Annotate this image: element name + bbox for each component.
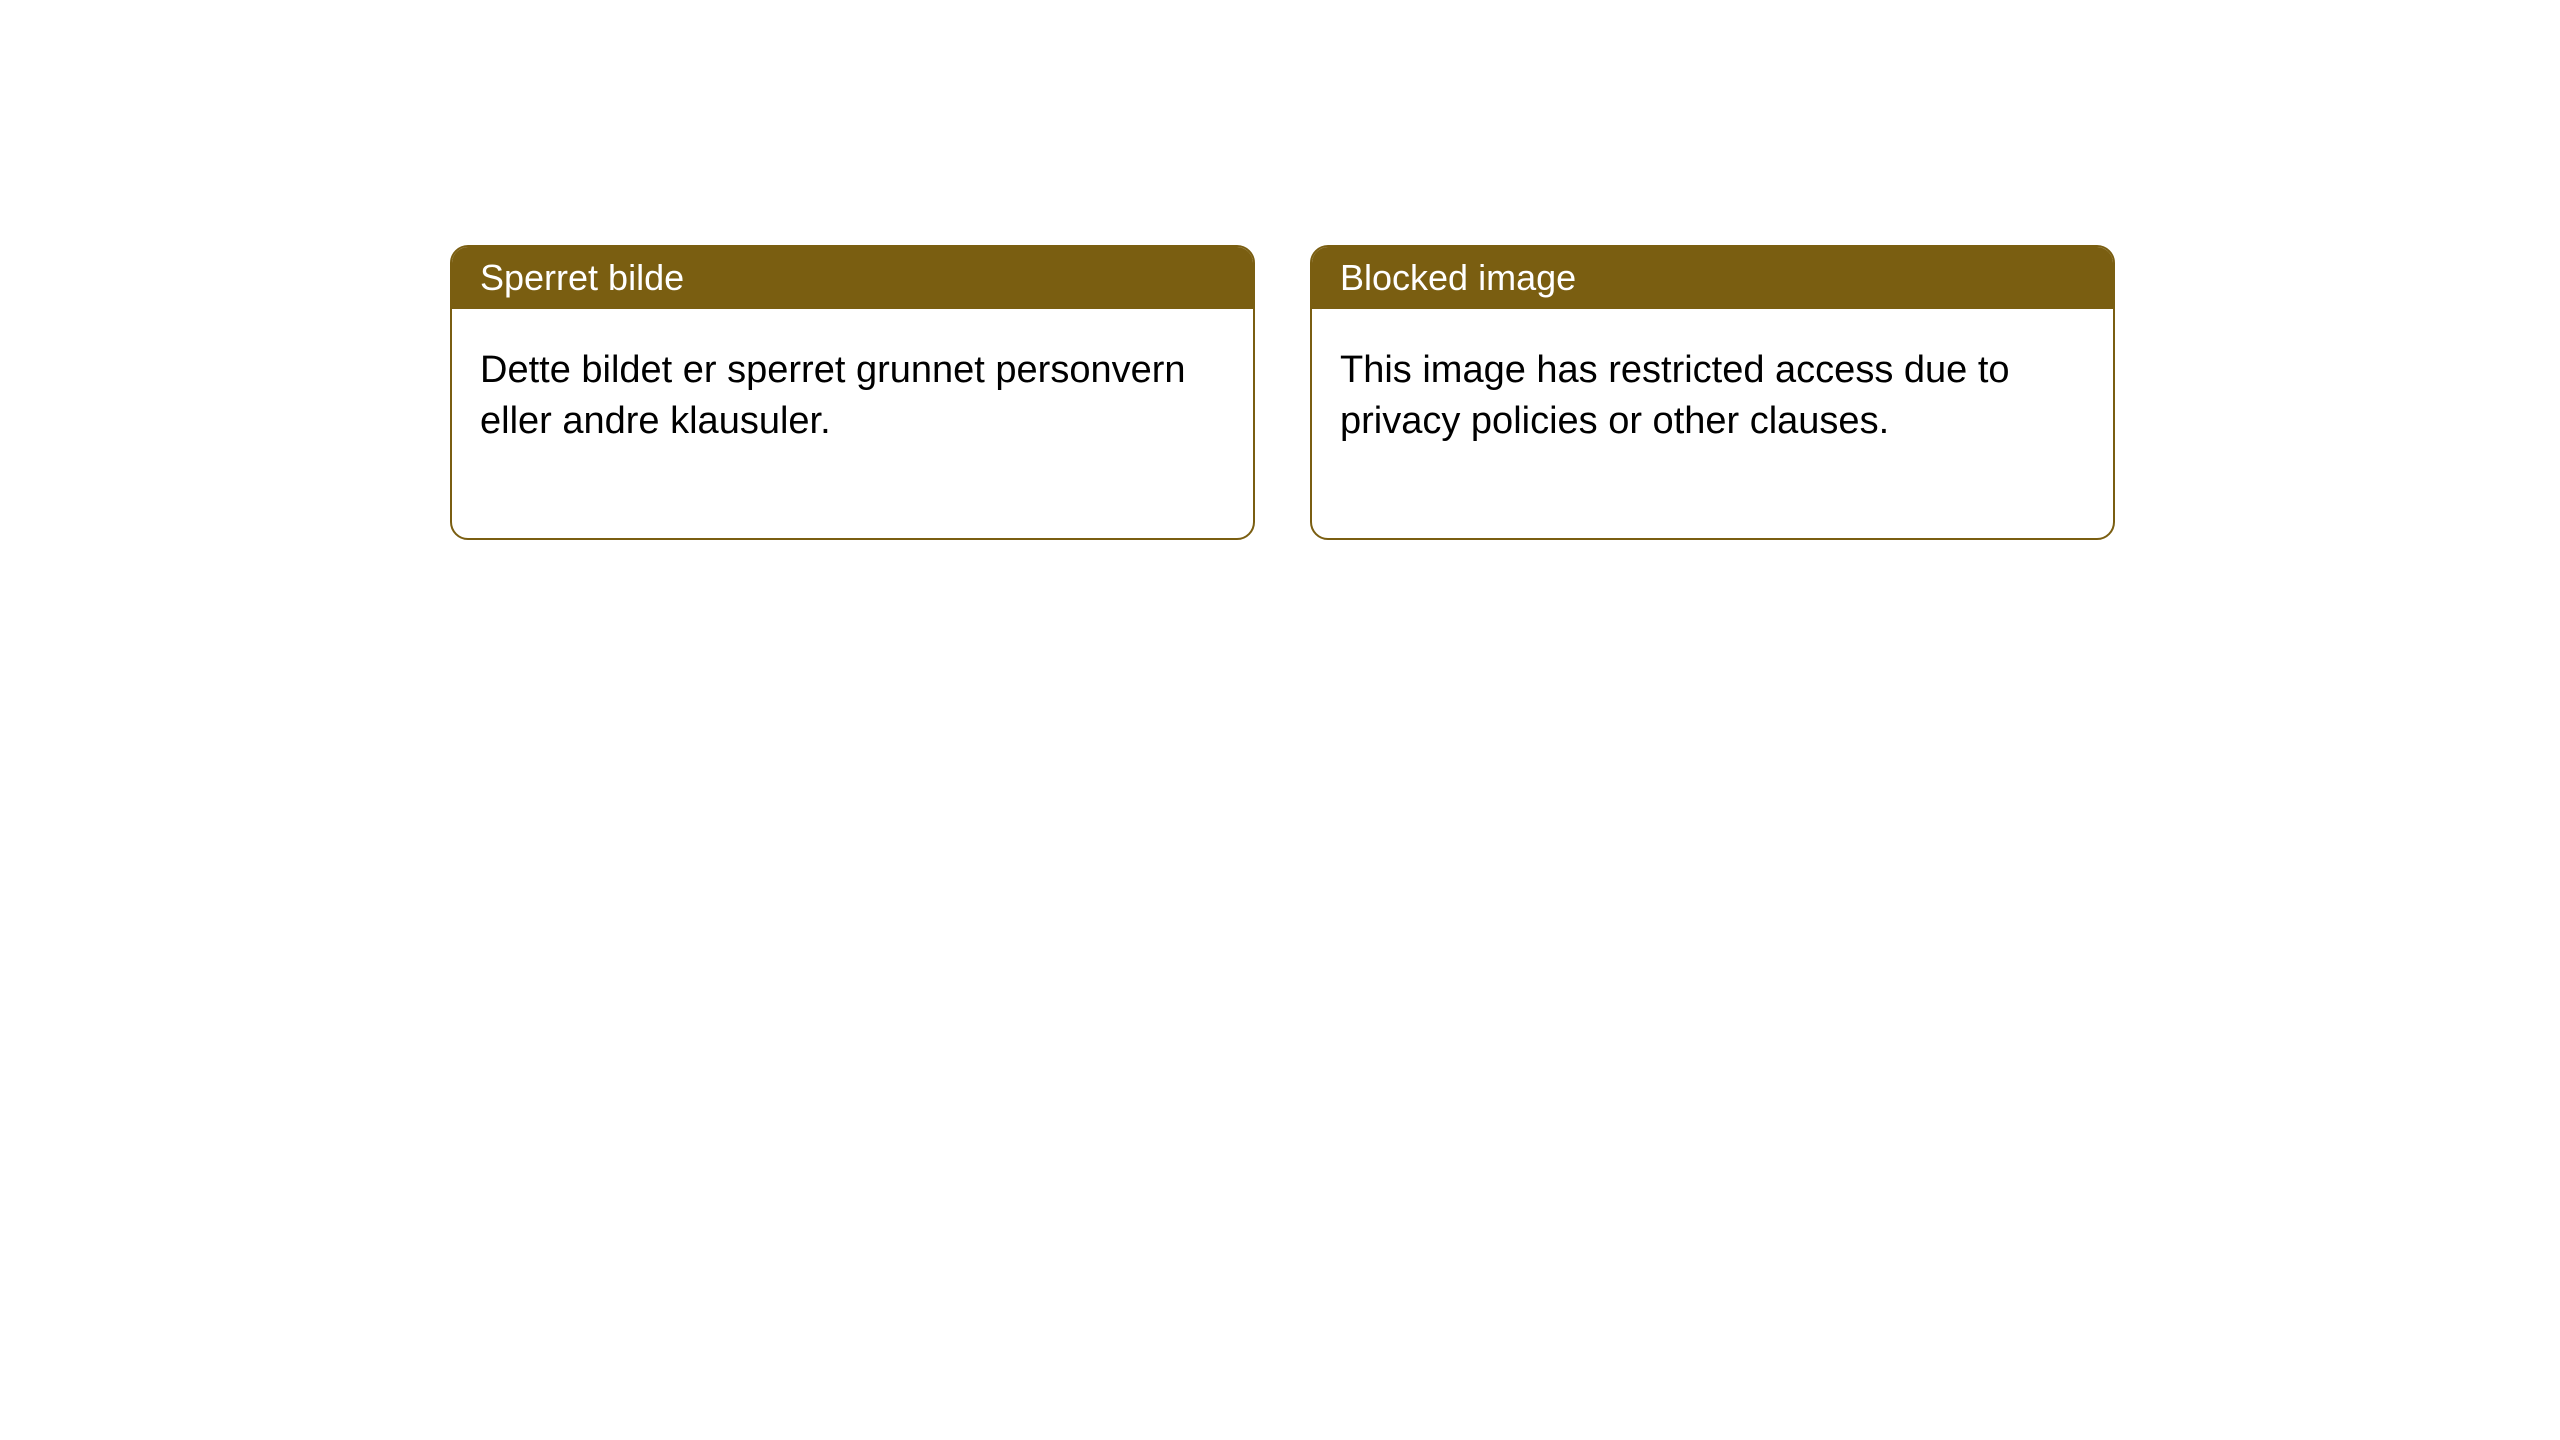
card-body: This image has restricted access due to …: [1312, 309, 2113, 538]
card-header: Sperret bilde: [452, 247, 1253, 309]
card-header: Blocked image: [1312, 247, 2113, 309]
card-title: Sperret bilde: [480, 257, 684, 298]
blocked-image-card-english: Blocked image This image has restricted …: [1310, 245, 2115, 540]
card-title: Blocked image: [1340, 257, 1576, 298]
blocked-image-card-norwegian: Sperret bilde Dette bildet er sperret gr…: [450, 245, 1255, 540]
blocked-image-cards: Sperret bilde Dette bildet er sperret gr…: [450, 245, 2115, 540]
card-message: Dette bildet er sperret grunnet personve…: [480, 349, 1186, 442]
card-message: This image has restricted access due to …: [1340, 349, 2010, 442]
card-body: Dette bildet er sperret grunnet personve…: [452, 309, 1253, 538]
